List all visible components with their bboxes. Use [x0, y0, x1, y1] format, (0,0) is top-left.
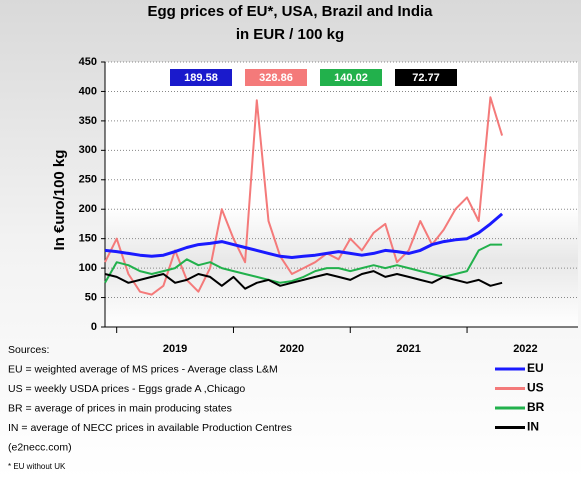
source-text: US = weekly USDA prices - Eggs grade A ,…	[8, 383, 245, 395]
y-tick-label: 150	[79, 233, 97, 245]
y-tick-label: 100	[79, 262, 97, 274]
y-tick-label: 50	[85, 291, 97, 303]
chart-subtitle: in EUR / 100 kg	[236, 26, 344, 43]
y-axis-label: In €uro/100 kg	[51, 150, 68, 251]
y-tick-label: 200	[79, 203, 97, 215]
value-box	[170, 69, 232, 86]
legend-label: BR	[527, 400, 545, 414]
series-line	[104, 212, 504, 259]
y-tick-label: 0	[91, 321, 97, 333]
value-box-label: 189.58	[184, 72, 218, 84]
x-tick-label: 2020	[280, 343, 304, 355]
source-text: Sources:	[8, 344, 49, 356]
y-tick-label: 350	[79, 115, 97, 127]
value-box	[245, 69, 307, 86]
x-tick-label: 2019	[163, 343, 187, 355]
legend-label: EU	[527, 361, 544, 375]
legend-label: IN	[527, 420, 539, 434]
source-text: EU = weighted average of MS prices - Ave…	[8, 363, 278, 375]
y-tick-label: 400	[79, 85, 97, 97]
y-tick-label: 300	[79, 144, 97, 156]
plot-area	[105, 62, 578, 327]
chart-title: Egg prices of EU*, USA, Brazil and India	[147, 3, 433, 20]
value-box-label: 328.86	[259, 72, 293, 84]
value-box	[395, 69, 457, 86]
source-text: * EU without UK	[8, 462, 66, 471]
x-tick-label: 2022	[513, 343, 537, 355]
value-box-label: 140.02	[334, 72, 368, 84]
value-box-label: 72.77	[412, 72, 440, 84]
source-text: IN = average of NECC prices in available…	[8, 422, 292, 434]
value-box	[320, 69, 382, 86]
legend-label: US	[527, 381, 544, 395]
y-tick-label: 250	[79, 174, 97, 186]
series-line	[104, 96, 504, 296]
source-text: (e2necc.com)	[8, 441, 72, 453]
y-tick-label: 450	[79, 56, 97, 68]
series-line	[104, 243, 503, 284]
source-text: BR = average of prices in main producing…	[8, 402, 232, 414]
x-tick-label: 2021	[396, 343, 420, 355]
series-line	[104, 270, 503, 290]
